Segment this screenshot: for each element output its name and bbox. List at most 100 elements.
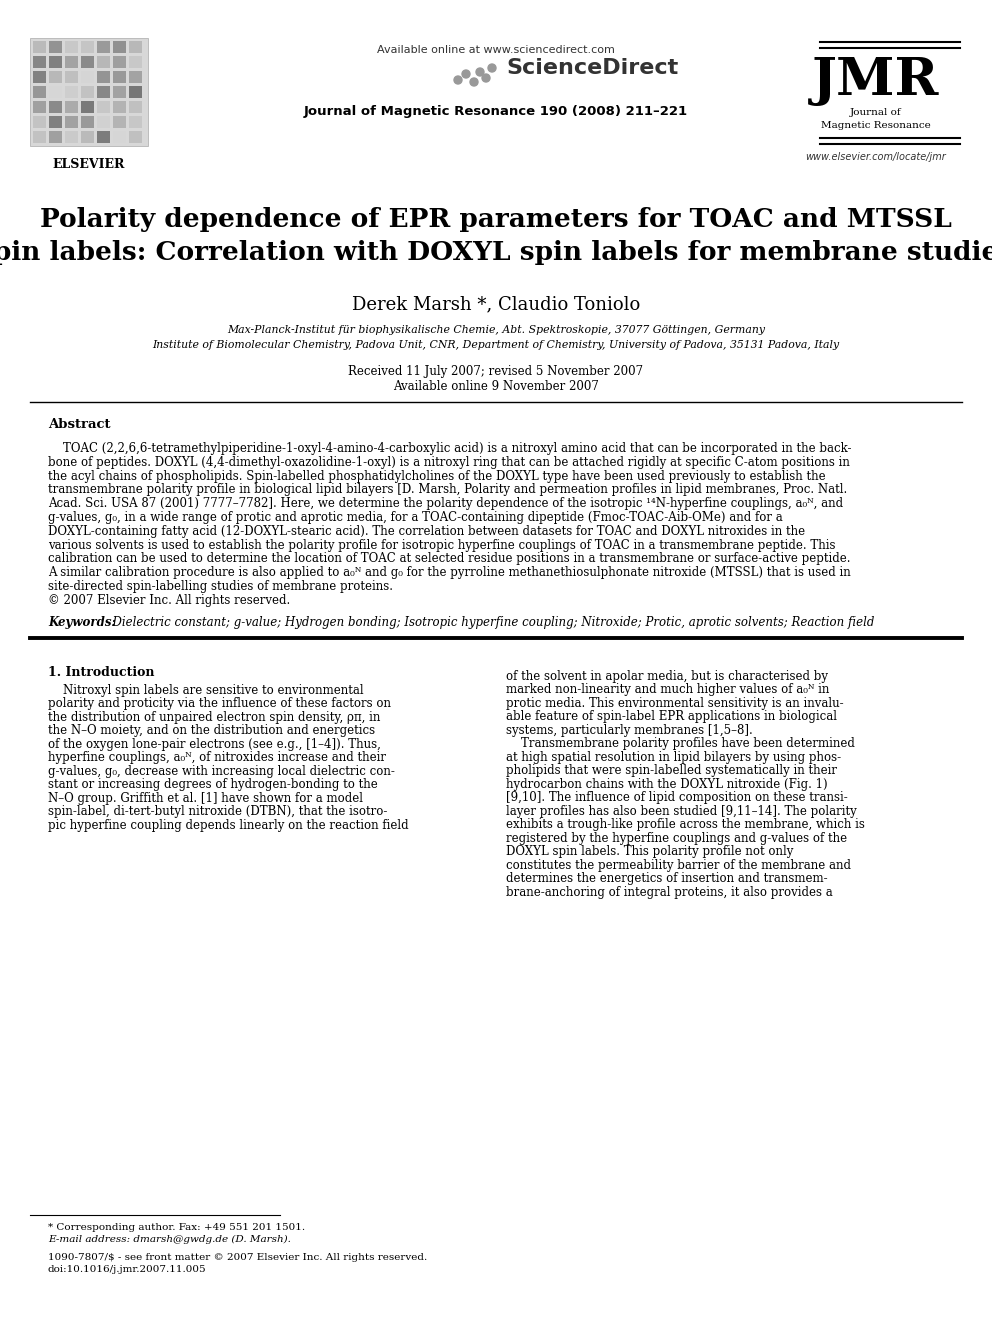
Text: hydrocarbon chains with the DOXYL nitroxide (Fig. 1): hydrocarbon chains with the DOXYL nitrox… (506, 778, 827, 791)
Bar (81, 131, 94, 143)
Bar (65, 71, 78, 83)
Bar (49, 41, 62, 53)
Text: Keywords:: Keywords: (48, 615, 116, 628)
Text: * Corresponding author. Fax: +49 551 201 1501.: * Corresponding author. Fax: +49 551 201… (48, 1222, 306, 1232)
Text: pic hyperfine coupling depends linearly on the reaction field: pic hyperfine coupling depends linearly … (48, 819, 409, 832)
Text: layer profiles has also been studied [9,11–14]. The polarity: layer profiles has also been studied [9,… (506, 804, 857, 818)
Text: systems, particularly membranes [1,5–8].: systems, particularly membranes [1,5–8]. (506, 724, 753, 737)
Text: ELSEVIER: ELSEVIER (53, 157, 125, 171)
Text: DOXYL-containing fatty acid (12-DOXYL-stearic acid). The correlation between dat: DOXYL-containing fatty acid (12-DOXYL-st… (48, 525, 806, 538)
Bar (113, 56, 126, 67)
Bar (30, 38, 148, 146)
Text: Acad. Sci. USA 87 (2001) 7777–7782]. Here, we determine the polarity dependence : Acad. Sci. USA 87 (2001) 7777–7782]. Her… (48, 497, 843, 511)
Text: Abstract: Abstract (48, 418, 110, 431)
Text: [9,10]. The influence of lipid composition on these transi-: [9,10]. The influence of lipid compositi… (506, 791, 848, 804)
Text: hyperfine couplings, a₀ᴺ, of nitroxides increase and their: hyperfine couplings, a₀ᴺ, of nitroxides … (48, 751, 386, 765)
Bar (81, 71, 94, 83)
Bar (113, 41, 126, 53)
Circle shape (482, 74, 490, 82)
Bar (33, 71, 46, 83)
Bar (97, 131, 110, 143)
Circle shape (488, 64, 496, 71)
Text: DOXYL spin labels. This polarity profile not only: DOXYL spin labels. This polarity profile… (506, 845, 794, 859)
Text: N–O group. Griffith et al. [1] have shown for a model: N–O group. Griffith et al. [1] have show… (48, 791, 363, 804)
Bar (33, 131, 46, 143)
Bar (49, 86, 62, 98)
Bar (129, 71, 142, 83)
Circle shape (462, 70, 470, 78)
Bar (65, 116, 78, 128)
Text: Derek Marsh *, Claudio Toniolo: Derek Marsh *, Claudio Toniolo (352, 295, 640, 314)
Text: Journal of
Magnetic Resonance: Journal of Magnetic Resonance (821, 108, 930, 130)
Bar (97, 56, 110, 67)
Text: © 2007 Elsevier Inc. All rights reserved.: © 2007 Elsevier Inc. All rights reserved… (48, 594, 291, 607)
Bar (33, 41, 46, 53)
Text: pholipids that were spin-labelled systematically in their: pholipids that were spin-labelled system… (506, 765, 837, 777)
Bar (113, 101, 126, 112)
Text: A similar calibration procedure is also applied to a₀ᴺ and g₀ for the pyrroline : A similar calibration procedure is also … (48, 566, 851, 579)
Text: protic media. This environmental sensitivity is an invalu-: protic media. This environmental sensiti… (506, 697, 843, 709)
Text: of the oxygen lone-pair electrons (see e.g., [1–4]). Thus,: of the oxygen lone-pair electrons (see e… (48, 738, 381, 750)
Bar (33, 86, 46, 98)
Text: calibration can be used to determine the location of TOAC at selected residue po: calibration can be used to determine the… (48, 553, 850, 565)
Text: E-mail address: dmarsh@gwdg.de (D. Marsh).: E-mail address: dmarsh@gwdg.de (D. Marsh… (48, 1234, 291, 1244)
Text: ScienceDirect: ScienceDirect (506, 58, 679, 78)
Bar (49, 56, 62, 67)
Text: Received 11 July 2007; revised 5 November 2007: Received 11 July 2007; revised 5 Novembe… (348, 365, 644, 378)
Bar (97, 116, 110, 128)
Text: various solvents is used to establish the polarity profile for isotropic hyperfi: various solvents is used to establish th… (48, 538, 835, 552)
Bar (49, 71, 62, 83)
Text: Available online at www.sciencedirect.com: Available online at www.sciencedirect.co… (377, 45, 615, 56)
Bar (129, 41, 142, 53)
Text: determines the energetics of insertion and transmem-: determines the energetics of insertion a… (506, 872, 827, 885)
Bar (33, 101, 46, 112)
Text: constitutes the permeability barrier of the membrane and: constitutes the permeability barrier of … (506, 859, 851, 872)
Text: Max-Planck-Institut für biophysikalische Chemie, Abt. Spektroskopie, 37077 Götti: Max-Planck-Institut für biophysikalische… (227, 325, 765, 335)
Text: transmembrane polarity profile in biological lipid bilayers [D. Marsh, Polarity : transmembrane polarity profile in biolog… (48, 483, 847, 496)
Text: of the solvent in apolar media, but is characterised by: of the solvent in apolar media, but is c… (506, 669, 828, 683)
Text: Polarity dependence of EPR parameters for TOAC and MTSSL: Polarity dependence of EPR parameters fo… (40, 206, 952, 232)
Bar (113, 86, 126, 98)
Text: 1. Introduction: 1. Introduction (48, 665, 155, 679)
Text: g-values, g₀, decrease with increasing local dielectric con-: g-values, g₀, decrease with increasing l… (48, 765, 395, 778)
Bar (81, 41, 94, 53)
Text: polarity and proticity via the influence of these factors on: polarity and proticity via the influence… (48, 697, 391, 710)
Text: the distribution of unpaired electron spin density, ρπ, in: the distribution of unpaired electron sp… (48, 710, 380, 724)
Bar (65, 131, 78, 143)
Bar (65, 86, 78, 98)
Text: exhibits a trough-like profile across the membrane, which is: exhibits a trough-like profile across th… (506, 818, 865, 831)
Text: Available online 9 November 2007: Available online 9 November 2007 (393, 380, 599, 393)
Text: 1090-7807/$ - see front matter © 2007 Elsevier Inc. All rights reserved.: 1090-7807/$ - see front matter © 2007 El… (48, 1253, 428, 1262)
Bar (97, 86, 110, 98)
Text: Institute of Biomolecular Chemistry, Padova Unit, CNR, Department of Chemistry, : Institute of Biomolecular Chemistry, Pad… (153, 340, 839, 351)
Text: the acyl chains of phospholipids. Spin-labelled phosphatidylcholines of the DOXY: the acyl chains of phospholipids. Spin-l… (48, 470, 825, 483)
Text: TOAC (2,2,6,6-tetramethylpiperidine-1-oxyl-4-amino-4-carboxylic acid) is a nitro: TOAC (2,2,6,6-tetramethylpiperidine-1-ox… (48, 442, 851, 455)
Text: Journal of Magnetic Resonance 190 (2008) 211–221: Journal of Magnetic Resonance 190 (2008)… (304, 105, 688, 118)
Text: www.elsevier.com/locate/jmr: www.elsevier.com/locate/jmr (806, 152, 946, 161)
Circle shape (470, 78, 478, 86)
Bar (81, 116, 94, 128)
Text: spin labels: Correlation with DOXYL spin labels for membrane studies: spin labels: Correlation with DOXYL spin… (0, 239, 992, 265)
Bar (97, 101, 110, 112)
Bar (113, 116, 126, 128)
Bar (129, 86, 142, 98)
Bar (113, 131, 126, 143)
Bar (81, 86, 94, 98)
Text: registered by the hyperfine couplings and g-values of the: registered by the hyperfine couplings an… (506, 832, 847, 844)
Bar (97, 71, 110, 83)
Bar (97, 41, 110, 53)
Text: g-values, g₀, in a wide range of protic and aprotic media, for a TOAC-containing: g-values, g₀, in a wide range of protic … (48, 511, 783, 524)
Bar (33, 116, 46, 128)
Text: stant or increasing degrees of hydrogen-bonding to the: stant or increasing degrees of hydrogen-… (48, 778, 378, 791)
Text: JMR: JMR (812, 56, 939, 106)
Bar (129, 116, 142, 128)
Text: marked non-linearity and much higher values of a₀ᴺ in: marked non-linearity and much higher val… (506, 683, 829, 696)
Circle shape (476, 67, 484, 75)
Bar (49, 101, 62, 112)
Bar (65, 101, 78, 112)
Bar (129, 101, 142, 112)
Text: brane-anchoring of integral proteins, it also provides a: brane-anchoring of integral proteins, it… (506, 885, 832, 898)
Bar (49, 116, 62, 128)
Text: bone of peptides. DOXYL (4,4-dimethyl-oxazolidine-1-oxyl) is a nitroxyl ring tha: bone of peptides. DOXYL (4,4-dimethyl-ox… (48, 456, 850, 468)
Text: Transmembrane polarity profiles have been determined: Transmembrane polarity profiles have bee… (506, 737, 855, 750)
